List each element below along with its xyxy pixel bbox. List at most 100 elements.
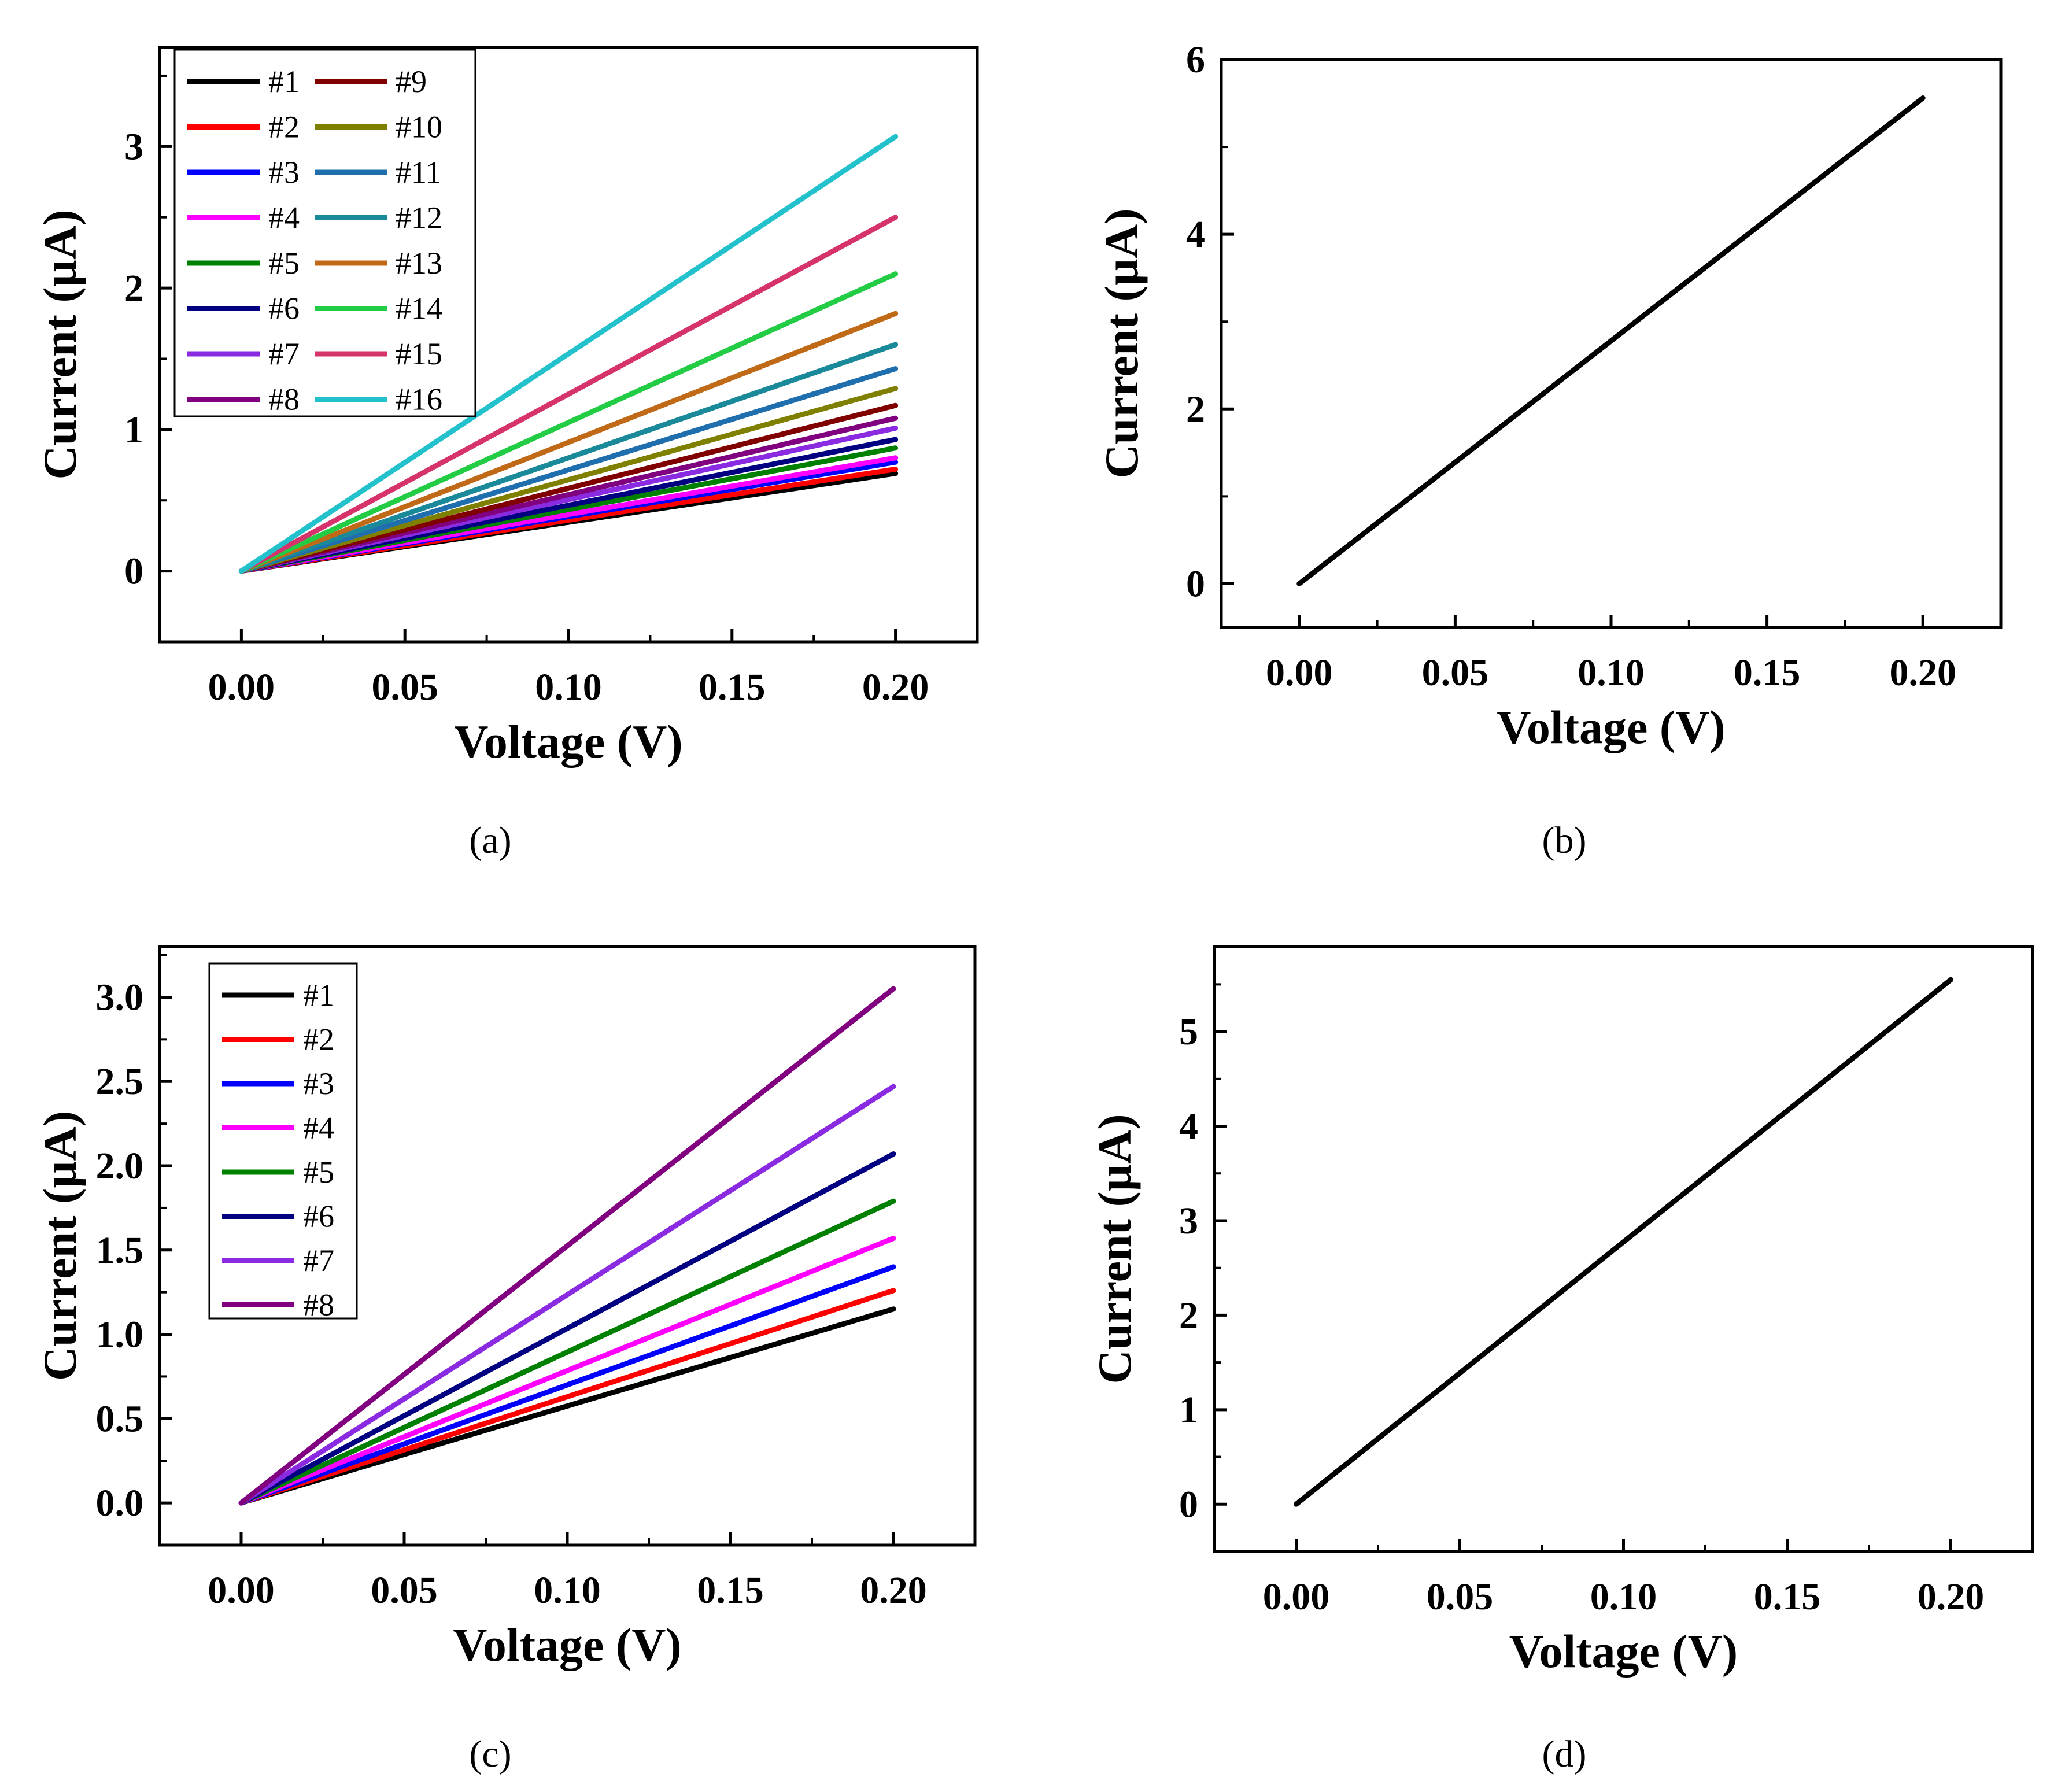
y-tick-label: 5 [1179,1011,1198,1053]
legend-label: #14 [396,291,442,326]
y-tick-label: 6 [1186,39,1205,81]
y-tick-label: 4 [1179,1106,1198,1148]
legend-label: #2 [303,1022,334,1057]
y-tick-label: 0 [1179,1483,1198,1525]
legend-label: #3 [303,1066,334,1101]
x-tick-label: 0.00 [208,666,275,708]
legend-label: #8 [268,382,300,417]
series-line-8 [238,986,896,1506]
y-axis-title: Current (µA) [1095,208,1148,478]
series-line-9 [238,402,899,574]
x-tick-label: 0.05 [371,666,438,708]
series-line-14 [238,271,899,574]
x-tick-label: 0.20 [862,666,929,708]
y-tick-label: 1 [1179,1389,1198,1431]
y-tick-label: 2 [124,267,143,309]
legend-label: #11 [396,155,441,190]
series-line-12 [238,342,899,574]
x-tick-label: 0.20 [1918,1576,1985,1618]
series-line-10 [238,386,899,574]
y-tick-label: 1.0 [96,1314,144,1356]
legend-label: #1 [268,64,300,99]
legend-label: #8 [303,1288,334,1322]
x-axis-title: Voltage (V) [1509,1625,1738,1678]
panel-caption: (b) [1542,819,1587,862]
y-tick-label: 3 [124,125,143,168]
series-line-7 [238,1084,896,1506]
legend-label: #6 [268,291,300,326]
x-tick-label: 0.00 [1266,652,1333,694]
x-tick-label: 0.15 [697,1569,764,1612]
legend-label: #2 [268,110,300,145]
x-axis-title: Voltage (V) [453,1619,682,1671]
legend-label: #12 [396,201,442,235]
panel-a-chart: 0.00 0.05 0.10 0.15 0.20 0 1 2 3 Voltage (V) Curre… [34,46,979,862]
series-line-15 [238,215,899,574]
x-axis-title: Voltage (V) [1497,701,1726,753]
y-tick-label: 3 [1179,1200,1198,1242]
legend-label: #10 [396,110,442,145]
x-tick-label: 0.00 [208,1569,275,1612]
legend-label: #4 [268,201,300,235]
plot-frame [1213,945,2034,1553]
legend-label: #13 [396,246,442,280]
series-line-1 [238,1306,896,1506]
series-line-6 [238,1151,896,1506]
x-tick-label: 0.15 [1734,652,1801,694]
legend-label: #5 [303,1155,334,1189]
panel-caption: (d) [1542,1733,1587,1775]
series-line-13 [238,311,899,574]
legend-label: #3 [268,155,300,190]
y-tick-label: 1 [124,409,143,451]
series-line-2 [238,1288,896,1506]
panel-caption: (a) [469,819,511,862]
series-line-1 [1294,977,1953,1507]
x-tick-label: 0.00 [1263,1576,1330,1618]
legend-box [208,962,358,1320]
y-axis-title: Current (µA) [34,209,86,479]
y-tick-label: 3.0 [96,976,144,1018]
y-tick-label: 2.5 [96,1061,144,1103]
panel-c-chart: 0.00 0.05 0.10 0.15 0.20 0.0 0.5 1.0 1.5 2.0 2.5 3.… [34,945,977,1775]
series-line-1 [1296,95,1926,586]
legend-label: #6 [303,1199,334,1234]
x-axis-title: Voltage (V) [454,715,683,768]
x-tick-label: 0.05 [1422,652,1489,694]
y-tick-label: 2 [1186,388,1205,430]
y-tick-label: 0.0 [96,1482,144,1524]
x-tick-label: 0.15 [1754,1576,1821,1618]
series-line-3 [238,1264,896,1506]
panel-d-chart: 0.00 0.05 0.10 0.15 0.20 0 1 2 3 4 5 Voltage (V) Cur… [1088,945,2034,1775]
series-line-4 [238,1235,896,1506]
y-tick-label: 0 [124,550,143,593]
legend-label: #7 [268,337,300,371]
x-tick-label: 0.05 [371,1569,438,1612]
legend-label: #9 [396,64,427,99]
y-axis-title: Current (µA) [1088,1114,1141,1384]
legend-label: #16 [396,382,442,417]
legend-label: #5 [268,246,300,280]
x-tick-label: 0.05 [1427,1576,1494,1618]
legend-label: #15 [396,337,442,371]
x-tick-label: 0.10 [1590,1576,1657,1618]
legend-label: #1 [303,978,334,1013]
y-tick-label: 0 [1186,563,1205,605]
y-tick-label: 1.5 [96,1229,144,1272]
series-line-5 [238,1198,896,1506]
x-tick-label: 0.10 [534,1569,601,1612]
y-tick-label: 4 [1186,213,1205,256]
x-tick-label: 0.10 [535,666,602,708]
series-line-11 [238,366,899,574]
y-tick-label: 0.5 [96,1398,144,1440]
x-tick-label: 0.10 [1578,652,1645,694]
x-tick-label: 0.20 [860,1569,927,1612]
y-tick-label: 2 [1179,1294,1198,1336]
y-tick-label: 2.0 [96,1145,144,1187]
legend-label: #4 [303,1111,334,1146]
x-tick-label: 0.15 [699,666,766,708]
x-tick-label: 0.20 [1889,652,1956,694]
panel-b-chart: 0.00 0.05 0.10 0.15 0.20 0 2 4 6 Voltage (V) Curre… [1095,39,2003,862]
series-line-16 [238,134,899,574]
legend-label: #7 [303,1243,334,1278]
